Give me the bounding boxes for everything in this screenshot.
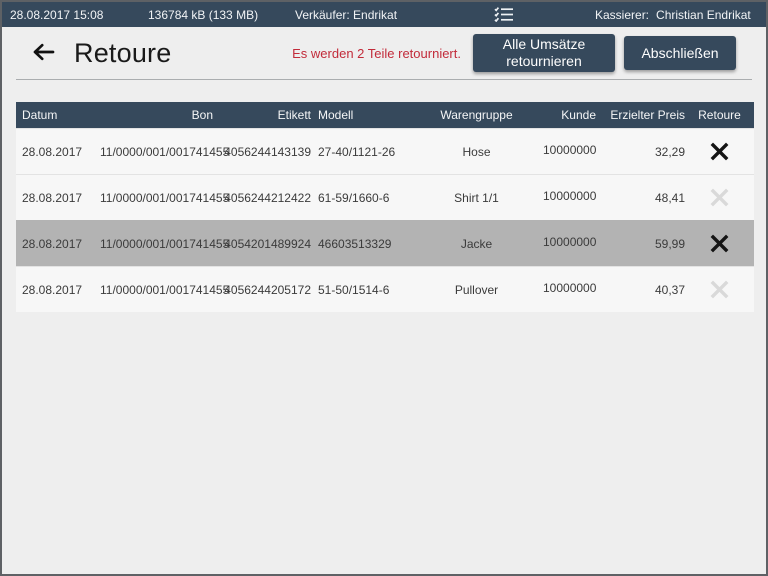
col-header-retoure: Retoure [698,108,741,122]
cell-bon: 11/0000/001/001741455 [100,144,230,159]
kunde-value: 10000000 [543,189,596,203]
back-arrow-icon [32,43,56,64]
table-row[interactable]: 28.08.2017 11/0000/001/001741455 4056244… [16,174,754,220]
cell-datum: 28.08.2017 [22,282,83,297]
cell-retoure [687,141,752,162]
cell-warengruppe: Shirt 1/1 [454,190,499,205]
col-header-modell: Modell [318,108,354,122]
retoure-toggle[interactable] [687,141,752,162]
cell-modell: 61-59/1660-6 [318,190,390,205]
table-row[interactable]: 28.08.2017 11/0000/001/001741455 4056244… [16,128,754,174]
cell-bon: 11/0000/001/001741455 [100,236,230,251]
cell-modell: 46603513329 [318,236,392,251]
cell-bon: 11/0000/001/001741455 [100,282,230,297]
cell-kunde: 10000000 [529,143,598,160]
returns-table: Datum Bon Etikett Modell Warengruppe Kun… [16,102,754,312]
kassierer-label: Kassierer: [595,7,650,22]
finish-button[interactable]: Abschließen [624,36,736,70]
kunde-value: 10000000 [543,281,596,295]
cell-etikett: 4056244143139 [224,144,311,159]
col-header-bon: Bon [191,108,213,122]
cell-retoure [687,187,752,208]
col-header-kunde: Kunde [561,108,596,122]
retoure-toggle[interactable] [687,233,752,254]
back-button[interactable] [30,41,58,66]
x-icon [710,280,729,299]
cell-warengruppe: Pullover [454,282,499,297]
col-header-datum: Datum [22,108,58,122]
cell-erzielter-preis: 59,99 [654,236,685,251]
cell-retoure [687,233,752,254]
kunde-value: 10000000 [543,143,596,157]
status-bar: 28.08.2017 15:08 136784 kB (133 MB) Verk… [2,2,766,27]
kunde-value: 10000000 [543,235,596,249]
x-icon [710,142,729,161]
cell-bon: 11/0000/001/001741455 [100,190,230,205]
cell-modell: 27-40/1121-26 [318,144,396,159]
table-row[interactable]: 28.08.2017 11/0000/001/001741455 4054201… [16,220,754,266]
status-kassierer: Kassierer: Christian Endrikat [595,2,751,27]
cell-kunde: 10000000 [529,235,598,252]
cell-warengruppe: Hose [462,144,491,159]
return-all-button[interactable]: Alle Umsätze retournieren [473,34,615,72]
cell-datum: 28.08.2017 [22,144,83,159]
x-icon [710,188,729,207]
page-header: Retoure Es werden 2 Teile retourniert. A… [2,27,766,79]
cell-datum: 28.08.2017 [22,190,83,205]
cell-erzielter-preis: 40,37 [654,282,685,297]
x-icon [710,234,729,253]
cell-kunde: 10000000 [529,189,598,206]
cell-kunde: 10000000 [529,281,598,298]
cell-etikett: 4054201489924 [224,236,311,251]
status-verkaeufer: Verkäufer: Endrikat [295,7,398,22]
header-divider [16,79,752,80]
bulleted-list-icon[interactable] [494,2,514,27]
cell-warengruppe: Jacke [460,236,493,251]
retoure-toggle[interactable] [687,187,752,208]
page-title: Retoure [74,37,172,68]
col-header-erzielter-preis: Erzielter Preis [610,108,685,122]
retoure-toggle[interactable] [687,279,752,300]
col-header-warengruppe: Warengruppe [440,108,513,122]
status-memory: 136784 kB (133 MB) [148,7,259,22]
col-header-etikett: Etikett [277,108,311,122]
table-row[interactable]: 28.08.2017 11/0000/001/001741455 4056244… [16,266,754,312]
cell-erzielter-preis: 48,41 [654,190,685,205]
cell-etikett: 4056244212422 [224,190,311,205]
return-count-message: Es werden 2 Teile retourniert. [292,45,461,61]
cell-modell: 51-50/1514-6 [318,282,390,297]
table-header-row: Datum Bon Etikett Modell Warengruppe Kun… [16,102,754,128]
status-datetime: 28.08.2017 15:08 [10,7,104,22]
cell-etikett: 4056244205172 [224,282,311,297]
kassierer-name: Christian Endrikat [656,7,751,22]
cell-erzielter-preis: 32,29 [654,144,685,159]
cell-datum: 28.08.2017 [22,236,83,251]
cell-retoure [687,279,752,300]
